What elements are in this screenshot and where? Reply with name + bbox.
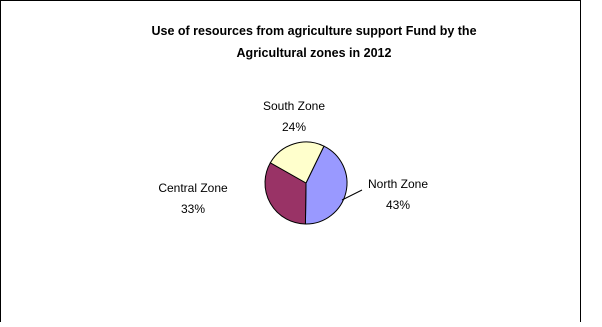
pie-slice-central-zone (264, 162, 307, 225)
leader-line-north-zone (341, 189, 363, 201)
slice-label-percent-north-zone: 43% (386, 198, 410, 212)
slice-label-percent-south-zone: 24% (282, 120, 306, 134)
slice-label-name-central-zone: Central Zone (158, 181, 228, 195)
pie-slice-south-zone (269, 141, 325, 184)
slice-labels: North Zone 43% Central Zone 33% South Zone 24… (158, 99, 428, 216)
slice-label-percent-central-zone: 33% (181, 202, 205, 216)
leader-lines (341, 189, 363, 201)
slice-label-name-north-zone: North Zone (368, 177, 428, 191)
chart-title-line-1: Use of resources from agriculture suppor… (151, 24, 476, 38)
pie-slices (264, 141, 348, 225)
pie-slice-north-zone (304, 145, 348, 225)
chart-title-line-2: Agricultural zones in 2012 (237, 46, 392, 60)
slice-label-name-south-zone: South Zone (263, 99, 325, 113)
chart-border (0, 0, 581, 322)
